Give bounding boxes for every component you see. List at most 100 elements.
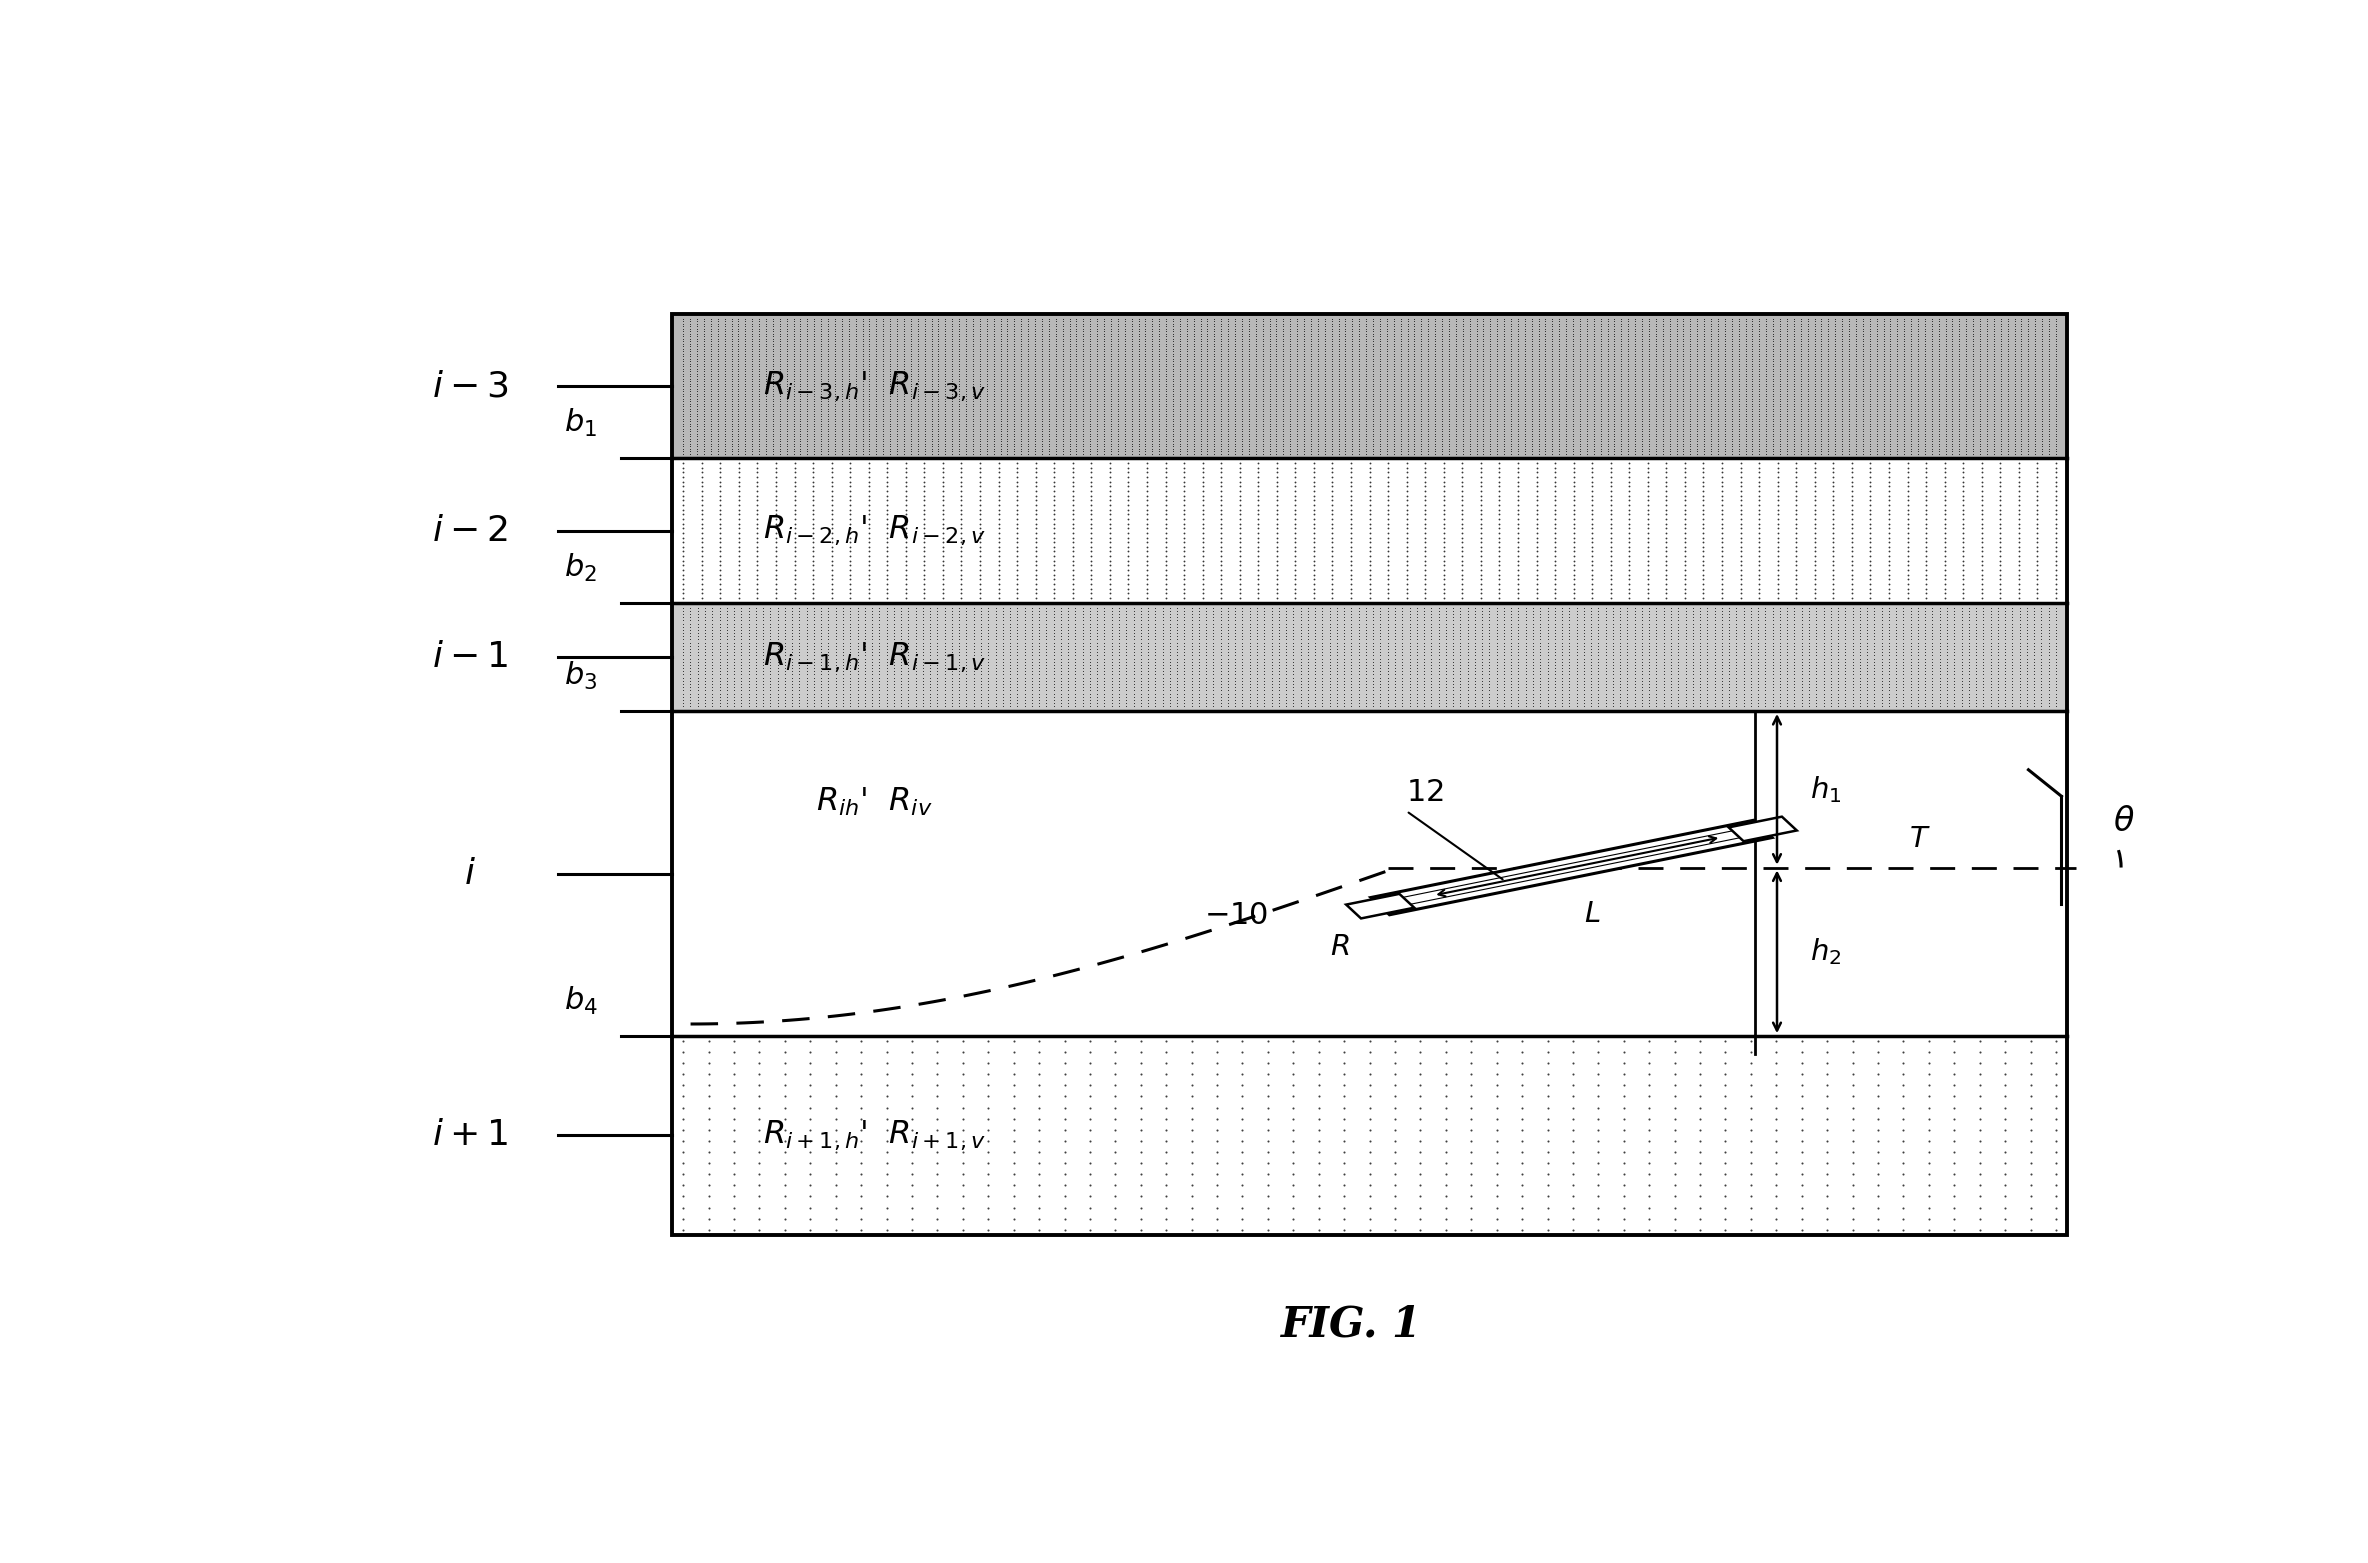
Point [1302, 672, 1340, 697]
Point [701, 649, 739, 674]
Point [727, 324, 765, 349]
Point [734, 403, 772, 428]
Point [890, 691, 928, 716]
Point [867, 663, 905, 688]
Point [817, 370, 855, 395]
Point [1492, 381, 1530, 406]
Point [1362, 311, 1399, 336]
Point [1783, 642, 1821, 667]
Point [1210, 433, 1248, 458]
Point [1096, 1028, 1134, 1053]
Point [1781, 403, 1819, 428]
Point [1182, 306, 1220, 331]
Point [1674, 627, 1712, 652]
Point [673, 649, 710, 674]
Point [1556, 488, 1594, 513]
Point [2001, 669, 2039, 694]
Point [1428, 642, 1466, 667]
Point [1222, 406, 1260, 431]
Point [1243, 336, 1281, 361]
Point [1449, 602, 1487, 627]
Point [905, 349, 942, 374]
Point [1982, 586, 2020, 611]
Point [1804, 691, 1842, 716]
Point [1430, 439, 1468, 464]
Point [677, 411, 715, 436]
Point [976, 672, 1014, 697]
Point [1776, 369, 1814, 394]
Point [1092, 314, 1130, 339]
Point [1530, 627, 1568, 652]
Point [1444, 314, 1482, 339]
Point [824, 322, 862, 347]
Point [1890, 478, 1928, 503]
Point [1193, 627, 1231, 652]
Point [2010, 389, 2048, 414]
Point [1347, 652, 1385, 677]
Point [1196, 411, 1234, 436]
Point [1106, 324, 1144, 349]
Point [1243, 361, 1281, 386]
Point [905, 345, 942, 370]
Point [1703, 658, 1740, 683]
Point [1274, 614, 1312, 639]
Point [715, 1072, 753, 1097]
Point [1243, 403, 1281, 428]
Point [1667, 563, 1705, 588]
Point [867, 1028, 905, 1053]
Point [1376, 596, 1414, 621]
Point [1643, 356, 1681, 381]
Point [1058, 386, 1096, 411]
Point [1257, 436, 1295, 461]
Point [1859, 1096, 1897, 1121]
Point [1260, 688, 1298, 713]
Point [1146, 1172, 1184, 1197]
Point [969, 311, 1006, 336]
Point [1534, 344, 1572, 369]
Point [1615, 694, 1653, 719]
Point [1920, 352, 1958, 377]
Point [1575, 391, 1613, 416]
Point [774, 685, 812, 710]
Point [1049, 646, 1087, 671]
Point [1804, 669, 1842, 694]
Point [684, 333, 722, 358]
Point [1885, 611, 1923, 636]
Point [1030, 389, 1068, 414]
Point [1333, 639, 1371, 664]
Point [2001, 553, 2039, 578]
Point [1740, 464, 1778, 489]
Point [1553, 377, 1591, 402]
Point [1141, 309, 1179, 334]
Point [1913, 688, 1951, 713]
Point [954, 389, 992, 414]
Point [1845, 324, 1883, 349]
Point [1229, 327, 1267, 352]
Point [1459, 433, 1497, 458]
Point [947, 688, 985, 713]
Point [1444, 374, 1482, 399]
Point [1920, 341, 1958, 366]
Point [1885, 617, 1923, 642]
Point [1409, 361, 1447, 386]
Point [1430, 309, 1468, 334]
Point [905, 428, 942, 453]
Point [1885, 441, 1923, 466]
Point [874, 655, 912, 680]
Point [1857, 370, 1894, 395]
Point [1459, 345, 1497, 370]
Point [1009, 311, 1047, 336]
Point [1016, 572, 1054, 597]
Point [1231, 678, 1269, 703]
Point [1693, 386, 1731, 411]
Point [1643, 358, 1681, 383]
Point [796, 333, 834, 358]
Point [1629, 309, 1667, 334]
Point [1070, 349, 1108, 374]
Point [2029, 309, 2067, 334]
Point [1499, 369, 1537, 394]
Point [1719, 319, 1757, 344]
Point [746, 306, 784, 331]
Point [1755, 414, 1793, 439]
Point [1686, 370, 1724, 395]
